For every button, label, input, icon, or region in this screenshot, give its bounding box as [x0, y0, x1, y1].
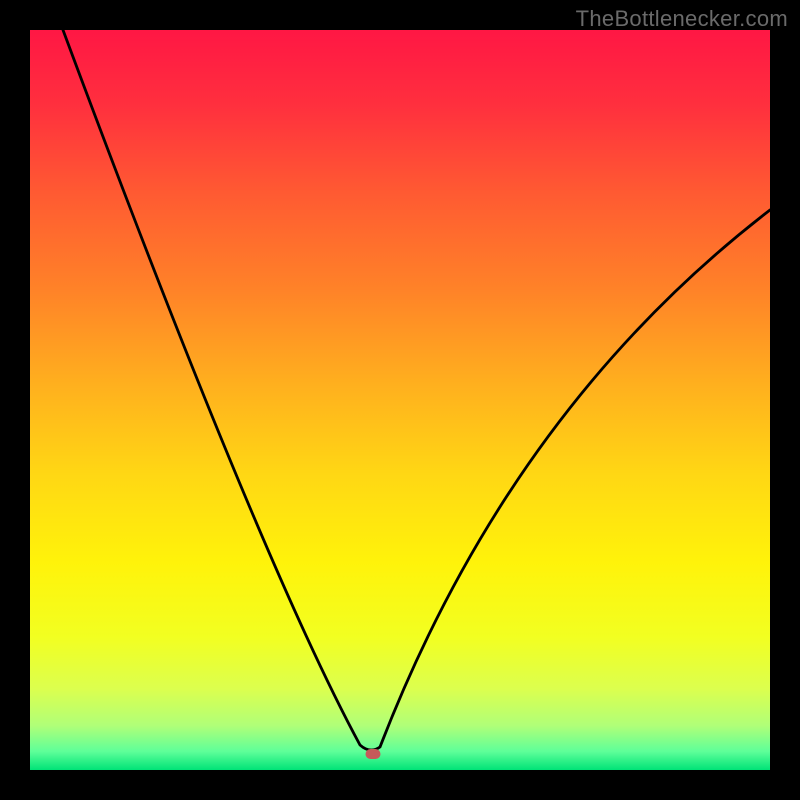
figure-container: { "watermark": { "text": "TheBottlenecke…	[0, 0, 800, 800]
gradient-background	[30, 30, 770, 770]
plot-area	[30, 30, 770, 770]
bottleneck-chart	[30, 30, 770, 770]
optimum-marker	[366, 749, 381, 759]
watermark-text: TheBottlenecker.com	[576, 6, 788, 32]
